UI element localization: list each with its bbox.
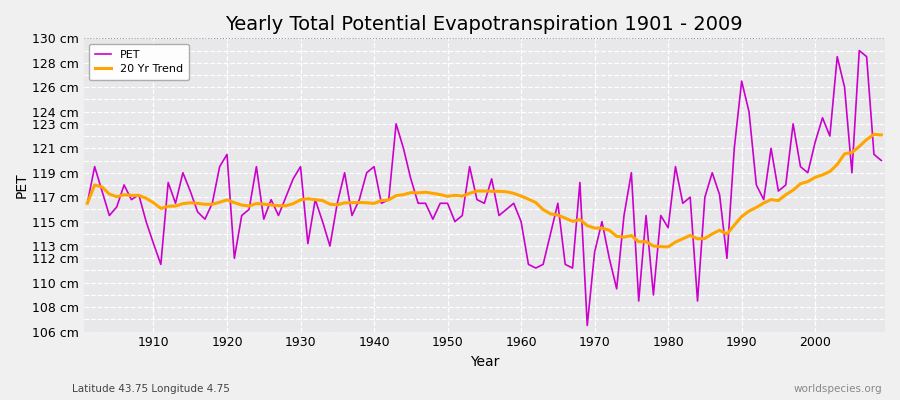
Line: 20 Yr Trend: 20 Yr Trend bbox=[87, 134, 881, 247]
Text: worldspecies.org: worldspecies.org bbox=[794, 384, 882, 394]
20 Yr Trend bbox=[868, 132, 879, 137]
PET bbox=[82, 201, 93, 206]
Title: Yearly Total Potential Evapotranspiration 1901 - 2009: Yearly Total Potential Evapotranspiratio… bbox=[226, 15, 743, 34]
20 Yr Trend bbox=[346, 200, 357, 205]
PET bbox=[581, 323, 592, 328]
20 Yr Trend bbox=[516, 194, 526, 198]
PET bbox=[876, 158, 886, 163]
PET bbox=[140, 219, 151, 224]
PET bbox=[516, 219, 526, 224]
20 Yr Trend bbox=[876, 132, 886, 137]
Legend: PET, 20 Yr Trend: PET, 20 Yr Trend bbox=[89, 44, 189, 80]
20 Yr Trend bbox=[508, 191, 519, 196]
PET bbox=[611, 286, 622, 291]
20 Yr Trend bbox=[140, 196, 151, 201]
Text: Latitude 43.75 Longitude 4.75: Latitude 43.75 Longitude 4.75 bbox=[72, 384, 230, 394]
20 Yr Trend bbox=[662, 244, 673, 249]
Line: PET: PET bbox=[87, 50, 881, 326]
Y-axis label: PET: PET bbox=[15, 172, 29, 198]
PET bbox=[508, 201, 519, 206]
20 Yr Trend bbox=[82, 201, 93, 206]
PET bbox=[302, 241, 313, 246]
20 Yr Trend bbox=[302, 196, 313, 201]
PET bbox=[346, 213, 357, 218]
PET bbox=[854, 48, 865, 53]
20 Yr Trend bbox=[604, 228, 615, 233]
X-axis label: Year: Year bbox=[470, 355, 499, 369]
